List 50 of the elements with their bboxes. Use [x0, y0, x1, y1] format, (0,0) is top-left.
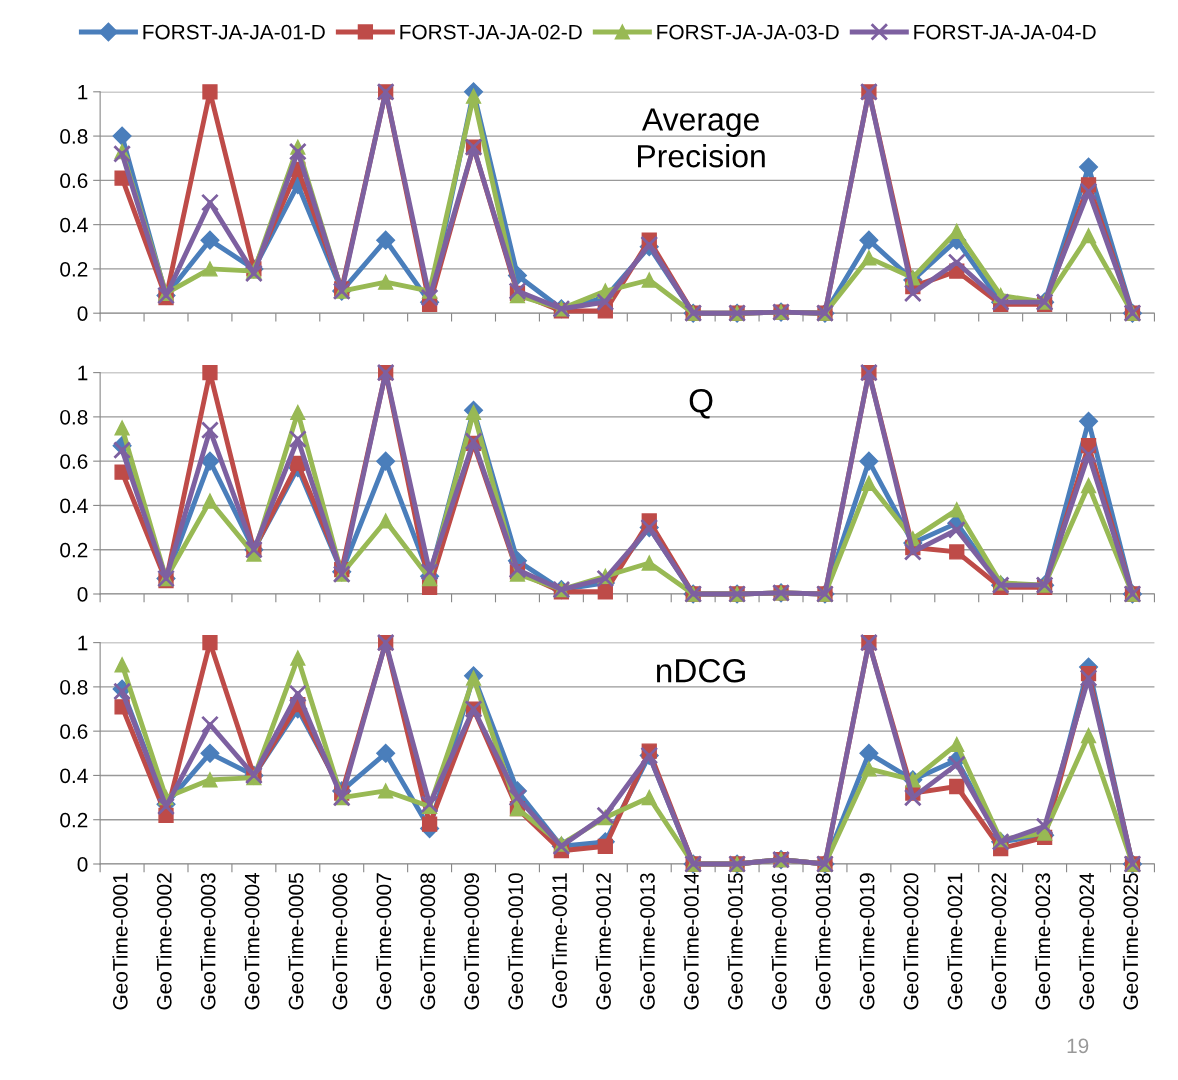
- x-tick-label: GeoTime-0021: [947, 873, 963, 1010]
- x-tick-label: GeoTime-0022: [990, 873, 1007, 1010]
- x-tick-label: GeoTime-0005: [288, 873, 304, 1010]
- x-tick-label: GeoTime-0018: [815, 873, 831, 1010]
- y-tick-label: 0.4: [60, 498, 88, 514]
- y-tick-label: 0.8: [60, 129, 88, 144]
- x-tick-label: GeoTime-0019: [859, 873, 875, 1010]
- y-tick-label: 0.4: [60, 217, 88, 233]
- x-tick-label: GeoTime-0006: [332, 873, 348, 1010]
- x-tick-label: GeoTime-0004: [244, 872, 260, 1010]
- text: Average Precision: [638, 108, 765, 168]
- x-tick-label: GeoTime-0011: [551, 873, 567, 1008]
- y-tick-label: 0.8: [60, 679, 88, 695]
- x-tick-label: GeoTime-0023: [1034, 873, 1051, 1010]
- x-tick-label: GeoTime-0016: [771, 873, 787, 1010]
- x-tick-label: GeoTime-0009: [463, 873, 480, 1010]
- chart-title: Q: [689, 388, 713, 419]
- x-tick-label: GeoTime-0015: [727, 873, 743, 1010]
- y-tick-label: 1: [78, 365, 88, 381]
- y-tick-label: 1: [78, 85, 88, 100]
- y-tick-label: 0.6: [60, 724, 88, 739]
- x-tick-label: GeoTime-0013: [639, 873, 655, 1010]
- y-tick-label: 0.6: [60, 454, 88, 469]
- x-tick-label: GeoTime-0024: [1078, 872, 1095, 1010]
- x-tick-label: GeoTime-0008: [419, 873, 436, 1010]
- y-tick-label: 1: [78, 635, 88, 651]
- x-tick-label: GeoTime-0001: [112, 873, 128, 1010]
- x-tick-label: GeoTime-0020: [903, 873, 919, 1010]
- legend-label: FORST-JA-JA-02-D: [400, 24, 582, 40]
- y-tick-label: 0: [77, 306, 88, 321]
- legend-label: FORST-JA-JA-04-D: [914, 24, 1096, 40]
- legend-label: FORST-JA-JA-01-D: [143, 24, 325, 40]
- x-tick-label: GeoTime-0012: [595, 873, 611, 1010]
- y-tick-label: 0.2: [60, 261, 88, 277]
- legend-label: FORST-JA-JA-03-D: [657, 24, 839, 40]
- x-tick-label: GeoTime-0010: [507, 873, 524, 1010]
- x-tick-label: GeoTime-0025: [1122, 873, 1139, 1010]
- y-tick-label: 0.2: [60, 812, 88, 828]
- y-tick-label: 0.8: [60, 409, 88, 425]
- y-tick-label: 0: [77, 857, 88, 872]
- y-tick-label: 0.2: [60, 542, 88, 558]
- y-tick-label: 0: [77, 587, 88, 602]
- chart-title: nDCG: [657, 658, 745, 683]
- text: 19: [1067, 1038, 1089, 1054]
- x-tick-label: GeoTime-0014: [683, 872, 699, 1010]
- y-tick-label: 0.6: [60, 173, 88, 189]
- x-tick-label: GeoTime-0003: [200, 873, 216, 1010]
- x-tick-label: GeoTime-0002: [156, 873, 172, 1010]
- x-tick-label: GeoTime-0007: [375, 873, 392, 1010]
- y-tick-label: 0.4: [60, 768, 88, 784]
